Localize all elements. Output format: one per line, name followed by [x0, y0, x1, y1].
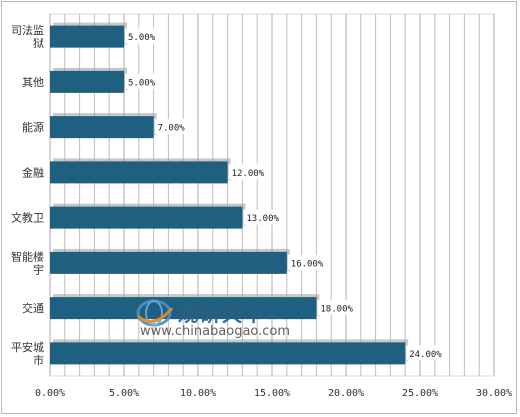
- data-label-box: [406, 345, 449, 361]
- watermark-brand: 观研天下: [178, 302, 266, 326]
- category-label: 交通: [22, 301, 44, 315]
- x-tick-label: 20.00%: [328, 388, 364, 399]
- bar: [50, 161, 228, 184]
- data-label-box: [228, 164, 271, 180]
- data-labels: 5.00% 5.00% 7.00% 12.00% 13.00% 16.00% 18.00% 2…: [125, 28, 449, 361]
- category-label: 司法监狱: [11, 23, 44, 50]
- data-label: 7.00%: [158, 124, 186, 134]
- category-label: 金融: [22, 165, 44, 179]
- bar: [50, 297, 317, 320]
- category-label: 其他: [22, 76, 44, 89]
- category-label: 文教卫: [11, 211, 44, 225]
- bars: [50, 22, 409, 365]
- globe-logo-icon: [136, 299, 174, 327]
- category-label: 能源: [22, 120, 44, 134]
- bar: [50, 206, 243, 229]
- watermark-url: www.chinabaogao.com: [140, 324, 291, 339]
- data-label-box: [125, 73, 161, 89]
- watermark: 观研天下 www.chinabaogao.com: [130, 296, 330, 346]
- data-label-box: [154, 119, 191, 135]
- x-tick-label: 15.00%: [254, 388, 290, 399]
- data-label: 5.00%: [128, 78, 156, 88]
- data-label: 13.00%: [246, 214, 279, 224]
- data-label: 16.00%: [291, 259, 324, 269]
- x-tick-label: 25.00%: [402, 388, 438, 399]
- data-label-box: [317, 300, 360, 316]
- data-label: 5.00%: [128, 33, 156, 43]
- x-tick-label: 0.00%: [35, 388, 65, 399]
- bar: [50, 70, 124, 93]
- x-tick-label: 5.00%: [109, 388, 139, 399]
- data-label-box: [243, 209, 286, 225]
- data-label-box: [287, 254, 330, 270]
- data-label-box: [125, 28, 161, 44]
- category-label: 平安城市: [11, 340, 44, 367]
- data-label: 24.00%: [409, 350, 442, 360]
- x-tick-labels: 0.00% 5.00% 10.00% 15.00% 20.00% 25.00% 30.00%: [35, 388, 512, 399]
- bar: [50, 342, 406, 365]
- x-tick-label: 10.00%: [180, 388, 216, 399]
- data-label: 12.00%: [232, 169, 265, 179]
- data-label: 18.00%: [320, 305, 353, 315]
- bar: [50, 116, 154, 139]
- x-tick-label: 30.00%: [476, 388, 512, 399]
- bar: [50, 251, 287, 274]
- bar: [50, 25, 124, 48]
- category-label: 智能楼宇: [11, 249, 44, 276]
